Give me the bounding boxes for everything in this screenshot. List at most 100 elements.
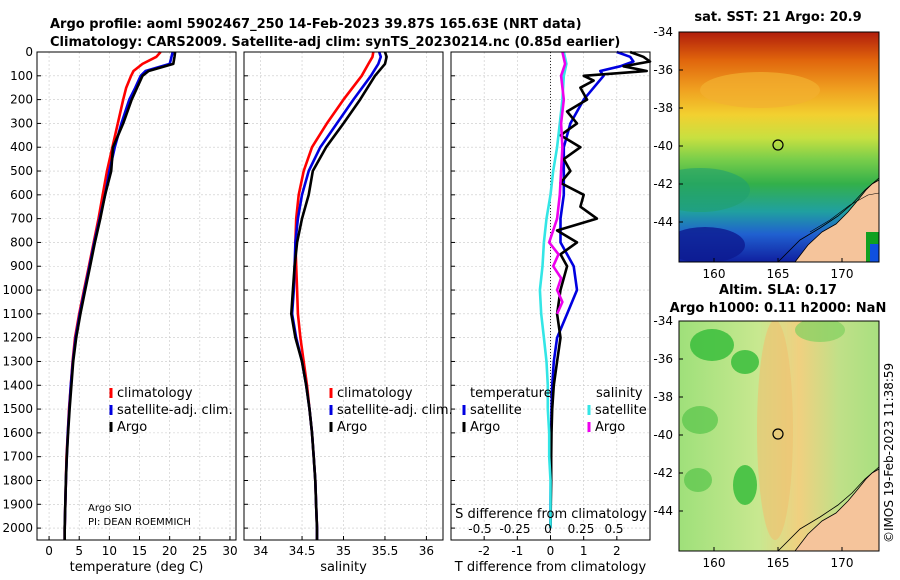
y-tick-label: 1800 [2,473,33,487]
sla-map-title-1: Altim. SLA: 0.17 [719,283,837,298]
x-tick-label: 35.5 [372,544,399,558]
coastline-sla [777,466,879,551]
y-tick-label: 100 [10,69,33,83]
x-tick-label: 30 [222,544,237,558]
s-tick-label: 0 [544,522,552,536]
y-tick-label: 2000 [2,521,33,535]
map-lon-label: 160 [703,267,726,281]
sla-eddy-5 [684,468,712,492]
sst-map-title: sat. SST: 21 Argo: 20.9 [694,10,861,25]
sla-eddy-3 [682,406,718,434]
y-tick-label: 1000 [2,283,33,297]
sla-map: Altim. SLA: 0.17 Argo h1000: 0.11 h2000:… [653,283,886,570]
x-tick-label: 35 [336,544,351,558]
plot-frame [450,51,651,541]
coastline-shelf-line [777,177,879,262]
legend-label: satellite-adj. clim. [337,403,453,418]
plot-frame [36,51,237,541]
y-tick-label: 1700 [2,450,33,464]
s-tick-label: -0.25 [499,522,530,536]
s-axis-title: S difference from climatology [455,507,647,522]
sst-map-frame [678,31,880,263]
map-lon-label: 165 [767,267,790,281]
series-line-s-argo [547,51,567,315]
map-lat-label: -42 [653,177,673,191]
map-lon-label: 165 [767,556,790,570]
y-tick-label: 1600 [2,426,33,440]
y-tick-label: 700 [10,212,33,226]
legend-label: satellite [470,403,522,418]
x-tick-label: 34 [253,544,268,558]
new-zealand-land-sla [794,468,879,551]
figure-title-line1: Argo profile: aoml 5902467_250 14-Feb-20… [50,17,582,32]
argo-pi-note: PI: DEAN ROEMMICH [88,517,191,528]
sst-cold-patch [679,227,745,262]
map-lon-label: 160 [703,556,726,570]
y-tick-label: 1900 [2,497,33,511]
map-lat-label: -38 [653,390,673,404]
y-tick-label: 400 [10,140,33,154]
series-line-satellite-adj-clim- [290,51,383,540]
x-tick-label: 10 [102,544,117,558]
legend-label: Argo [470,420,500,435]
x-axis-label: salinity [320,560,367,575]
map-lon-label: 170 [831,556,854,570]
y-tick-label: 500 [10,164,33,178]
map-lat-label: -34 [653,25,673,39]
s-tick-label: 0.5 [604,522,623,536]
salinity-profile-chart: 34 34.5 35 35.5 36 salinity climatology satelli… [243,51,453,575]
sla-eddy-4 [733,465,757,505]
sst-float-marker [772,139,784,151]
series-line-t-argo [549,50,652,529]
map-lon-label: 170 [831,267,854,281]
map-lat-label: -44 [653,215,673,229]
map-lat-label: -40 [653,139,673,153]
x-tick-label: 5 [75,544,83,558]
x-tick-label: 36 [419,544,434,558]
legend-label: Argo [117,420,147,435]
map-lat-label: -42 [653,466,673,480]
sla-float-marker [772,428,784,440]
y-tick-label: 1500 [2,402,33,416]
map-lat-label: -36 [653,63,673,77]
sla-map-frame [678,320,880,552]
x-tick-label: 0 [547,544,555,558]
x-tick-label: 20 [162,544,177,558]
legend-title-salinity: salinity [596,386,643,401]
map-lat-label: -34 [653,314,673,328]
x-axis-label: T difference from climatology [454,560,647,575]
x-tick-label: 0 [45,544,53,558]
coastline-shelf-line-2 [809,192,879,233]
map-lat-label: -40 [653,428,673,442]
legend-label: Argo [595,420,625,435]
sla-eddy-6 [795,321,845,342]
argo-institution-note: Argo SIO [88,503,132,514]
legend-title-temperature: temperature [470,386,552,401]
legend-label: Argo [337,420,367,435]
legend-label: satellite [595,403,647,418]
y-tick-label: 600 [10,188,33,202]
s-tick-label: 0.25 [568,522,595,536]
sla-map-title-2: Argo h1000: 0.11 h2000: NaN [670,301,887,316]
y-tick-label: 0 [25,45,33,59]
legend-label: satellite-adj. clim. [117,403,233,418]
s-tick-label: -0.5 [468,522,491,536]
sst-land-blue-edge [870,244,879,262]
y-tick-label: 200 [10,93,33,107]
y-tick-label: 900 [10,259,33,273]
x-tick-label: -1 [511,544,523,558]
difference-profile-chart: -2 -1 0 1 2 T difference from climatology temp… [450,50,652,575]
y-tick-label: 1100 [2,307,33,321]
y-tick-label: 1200 [2,331,33,345]
x-tick-label: 25 [192,544,207,558]
temperature-profile-chart: 0100200300400500600700800900100011001200… [2,45,237,575]
x-tick-label: -2 [478,544,490,558]
series-line-argo [289,51,388,540]
plot-frame [243,51,444,541]
y-tick-label: 300 [10,116,33,130]
imos-credit: ©IMOS 19-Feb-2023 11:38:59 [882,363,896,543]
sst-map: sat. SST: 21 Argo: 20.9 -34 -36 -38 -40 -42 -… [653,10,880,281]
series-line-argo [63,51,177,540]
sst-cool-patch [679,168,750,212]
